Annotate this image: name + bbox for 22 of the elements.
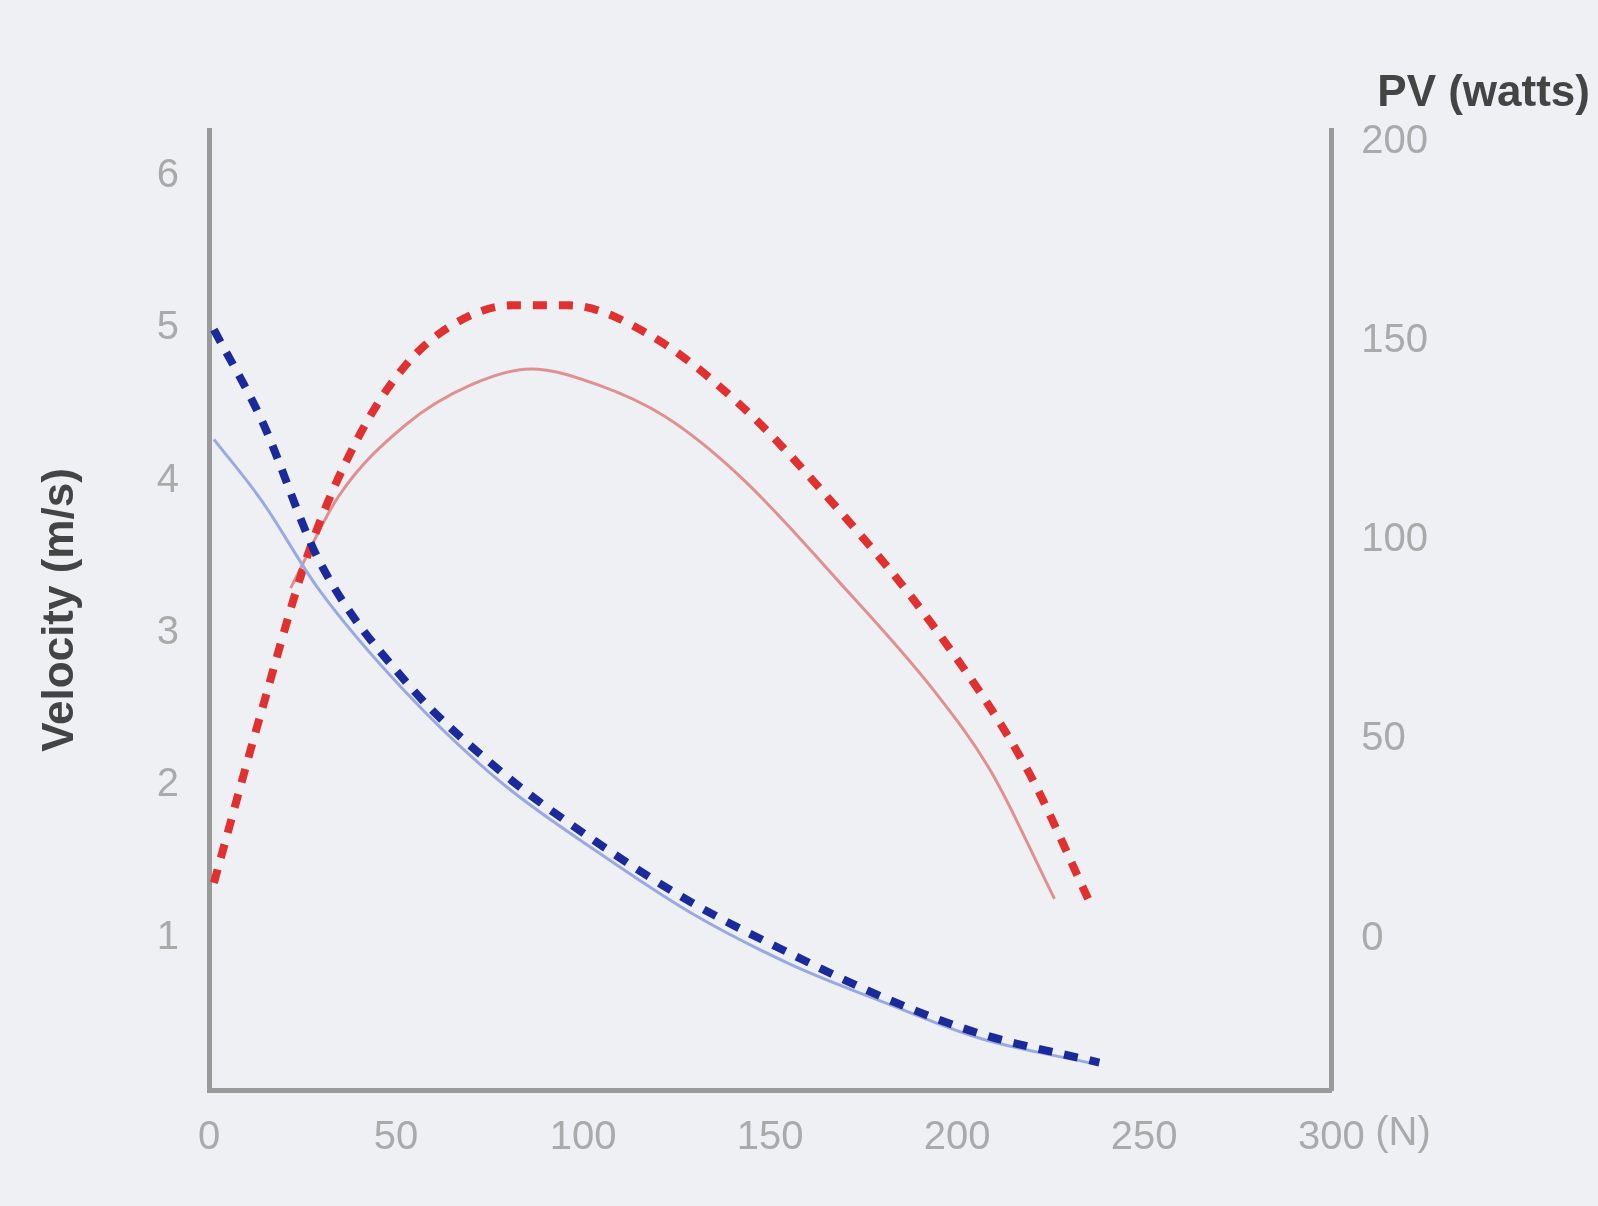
y2-tick-label: 0 [1361,913,1384,958]
y-axis-title: Velocity (m/s) [32,468,82,752]
line-series [289,367,1056,901]
x-axis-title: (N) [1375,1109,1431,1154]
x-tick-label: 200 [923,1113,991,1158]
y-tick-label: 6 [156,150,180,195]
y-tick-label: 4 [156,455,180,500]
y-tick-label: 5 [156,303,180,348]
x-tick-label: 300 [1297,1113,1365,1158]
y2-axis-title: PV (watts) [1377,66,1590,116]
x-tick-label: 150 [736,1113,804,1158]
y-tick-label: 1 [156,912,180,957]
x-tick-label: 100 [549,1113,617,1158]
x-tick-label: 250 [1110,1113,1178,1158]
y2-tick-label: 100 [1361,515,1429,560]
y2-tick-label: 150 [1361,316,1429,361]
y-tick-label: 3 [156,607,180,652]
y2-tick-label: 200 [1361,116,1429,161]
y2-tick-label: 50 [1361,714,1406,759]
x-tick-label: 0 [197,1113,221,1158]
x-tick-label: 50 [373,1113,419,1158]
y-tick-label: 2 [156,760,180,805]
